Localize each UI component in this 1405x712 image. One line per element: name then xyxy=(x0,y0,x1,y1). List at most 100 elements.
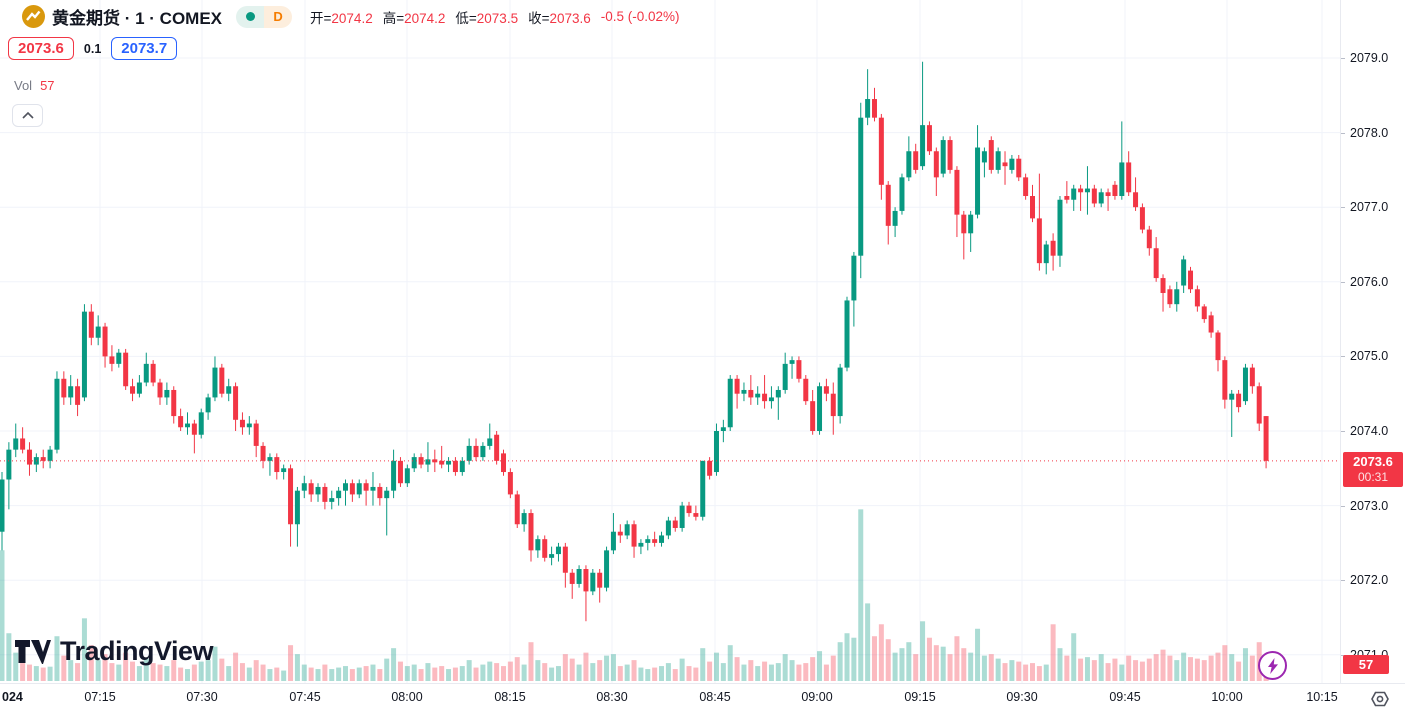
volume-bar xyxy=(1050,624,1056,681)
price-tick-mark xyxy=(1341,281,1345,283)
time-tick-label: 09:00 xyxy=(801,690,833,704)
volume-bar xyxy=(1126,655,1132,681)
volume-bar xyxy=(6,633,12,681)
volume-bar xyxy=(501,666,507,681)
candle-body xyxy=(1174,289,1180,305)
volume-label: Vol xyxy=(14,78,33,93)
buy-ask-button[interactable]: 2073.7 xyxy=(111,37,178,60)
candle-body xyxy=(576,569,582,584)
volume-bar xyxy=(968,652,974,681)
volume-bar xyxy=(40,667,46,681)
volume-bar xyxy=(212,646,218,681)
volume-readout: Vol 57 xyxy=(14,78,55,93)
candle-body xyxy=(459,460,465,473)
volume-bar xyxy=(583,652,589,681)
candle-body xyxy=(597,572,603,588)
candle-body xyxy=(1208,315,1214,333)
volume-bar xyxy=(906,642,912,681)
candle-body xyxy=(1242,367,1248,402)
volume-bar xyxy=(164,666,170,681)
volume-bar xyxy=(995,658,1001,681)
candle-body xyxy=(473,445,479,458)
volume-bar xyxy=(700,648,706,681)
time-tick-label: 09:45 xyxy=(1109,690,1141,704)
collapse-legend-button[interactable] xyxy=(12,104,43,127)
volume-bar xyxy=(1236,661,1242,681)
candle-body xyxy=(88,311,94,338)
candle-body xyxy=(452,460,458,473)
volume-bar xyxy=(13,652,19,681)
volume-axis-badge: 57 xyxy=(1343,655,1389,674)
volume-bar xyxy=(54,636,60,681)
candle-body xyxy=(981,151,987,163)
time-axis[interactable]: 024 07:15 07:30 07:45 08:00 08:15 08:30 08:45 0… xyxy=(0,683,1405,712)
candle-body xyxy=(1078,188,1084,193)
quick-trade-button[interactable] xyxy=(1258,651,1287,680)
candle-body xyxy=(253,423,259,446)
watermark-text: TradingView xyxy=(60,636,214,666)
candle-body xyxy=(1139,207,1145,230)
volume-bar xyxy=(720,663,726,681)
candle-body xyxy=(521,513,527,525)
price-axis[interactable]: 2079.0 2078.0 2077.0 2076.0 2075.0 2074.0 2073… xyxy=(1340,0,1405,683)
market-status-button[interactable] xyxy=(236,5,265,28)
candle-body xyxy=(755,393,761,398)
volume-bar xyxy=(487,661,493,681)
candle-body xyxy=(913,151,919,170)
candle-body xyxy=(219,367,225,394)
volume-bar xyxy=(363,666,369,681)
candle-body xyxy=(727,378,733,428)
interval-pill[interactable]: D xyxy=(236,5,293,28)
volume-bar xyxy=(569,658,575,681)
candle-body xyxy=(672,520,678,528)
candle-body xyxy=(205,397,211,413)
candle-body xyxy=(432,459,438,463)
candle-body xyxy=(246,423,252,428)
candle-body xyxy=(233,386,239,420)
candle-body xyxy=(1160,278,1166,293)
volume-bar xyxy=(727,645,733,681)
candle-body xyxy=(1050,240,1056,256)
candle-body xyxy=(363,483,369,491)
candle-body xyxy=(26,449,32,465)
volume-bar xyxy=(432,667,438,681)
volume-bar xyxy=(1139,661,1145,681)
volume-bar xyxy=(329,669,335,681)
candle-body xyxy=(1030,196,1035,219)
volume-bar xyxy=(913,654,919,681)
candle-body xyxy=(817,386,823,431)
sell-bid-button[interactable]: 2073.6 xyxy=(8,37,74,60)
symbol-title-row[interactable]: 黄金期货 · 1 · COMEX D 开=2074.2 高=2074.2 低=207… xyxy=(22,4,680,29)
volume-bar xyxy=(109,663,115,681)
candle-body xyxy=(700,460,706,517)
volume-bar xyxy=(391,648,397,681)
volume-bar xyxy=(384,658,390,681)
candle-body xyxy=(494,434,500,461)
volume-bar xyxy=(81,618,87,681)
volume-bar xyxy=(638,667,644,681)
candle-body xyxy=(789,360,795,364)
candle-body xyxy=(68,386,74,398)
volume-bar xyxy=(851,637,857,681)
volume-bar xyxy=(452,667,458,681)
volume-bar xyxy=(734,657,740,681)
candle-body xyxy=(803,378,809,402)
interval-button[interactable]: D xyxy=(264,5,293,28)
candle-body xyxy=(501,453,507,473)
symbol-title[interactable]: 黄金期货 · 1 · COMEX xyxy=(52,9,223,28)
volume-bar xyxy=(95,660,101,681)
candle-body xyxy=(693,513,699,517)
volume-bar xyxy=(878,624,884,681)
candle-body xyxy=(171,389,177,417)
volume-bar xyxy=(871,636,877,681)
volume-bar xyxy=(1030,663,1035,681)
volume-bar xyxy=(535,660,541,681)
volume-bar xyxy=(1249,655,1255,681)
time-axis-settings-button[interactable] xyxy=(1367,688,1393,710)
price-tick-mark xyxy=(1341,58,1345,59)
candlestick-chart[interactable] xyxy=(0,0,1340,683)
chart-pane[interactable] xyxy=(0,0,1340,683)
candle-body xyxy=(267,457,273,461)
candle-body xyxy=(858,117,864,256)
candle-body xyxy=(377,486,383,499)
